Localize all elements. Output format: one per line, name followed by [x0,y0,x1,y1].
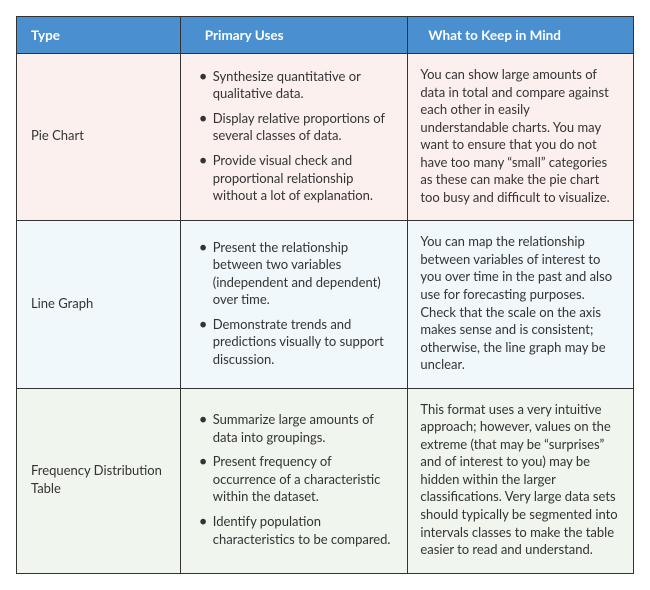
cell-type: Frequency Distribution Table [17,388,181,573]
table-row: Line Graph Present the relationship betw… [17,221,634,388]
cell-primary-uses: Present the relationship between two var… [180,221,408,388]
cell-type: Pie Chart [17,54,181,221]
use-item: Provide visual check and proportional re… [213,152,398,205]
header-type: Type [17,17,181,54]
table-row: Frequency Distribution Table Summarize l… [17,388,634,573]
cell-primary-uses: Synthesize quantitative or qualitative d… [180,54,408,221]
chart-types-table: Type Primary Uses What to Keep in Mind P… [16,16,634,574]
use-item: Display relative proportions of several … [213,110,398,145]
use-item: Identify population characteristics to b… [213,513,398,548]
cell-keep-in-mind: This format uses a very intui­tive appro… [408,388,634,573]
use-item: Summarize large amounts of data into gro… [213,411,398,446]
header-primary-uses: Primary Uses [180,17,408,54]
cell-keep-in-mind: You can show large amounts of data in to… [408,54,634,221]
uses-list: Synthesize quantitative or qualitative d… [189,68,398,205]
uses-list: Present the relationship between two var… [189,239,398,369]
use-item: Demonstrate trends and predictions visua… [213,316,398,369]
use-item: Present frequency of occurrence of a cha… [213,453,398,506]
table-row: Pie Chart Synthesize quantitative or qua… [17,54,634,221]
table-header-row: Type Primary Uses What to Keep in Mind [17,17,634,54]
cell-keep-in-mind: You can map the relationship between var… [408,221,634,388]
cell-primary-uses: Summarize large amounts of data into gro… [180,388,408,573]
uses-list: Summarize large amounts of data into gro… [189,411,398,548]
use-item: Synthesize quantitative or qualitative d… [213,68,398,103]
header-keep-in-mind: What to Keep in Mind [408,17,634,54]
use-item: Present the relationship between two var… [213,239,398,309]
cell-type: Line Graph [17,221,181,388]
